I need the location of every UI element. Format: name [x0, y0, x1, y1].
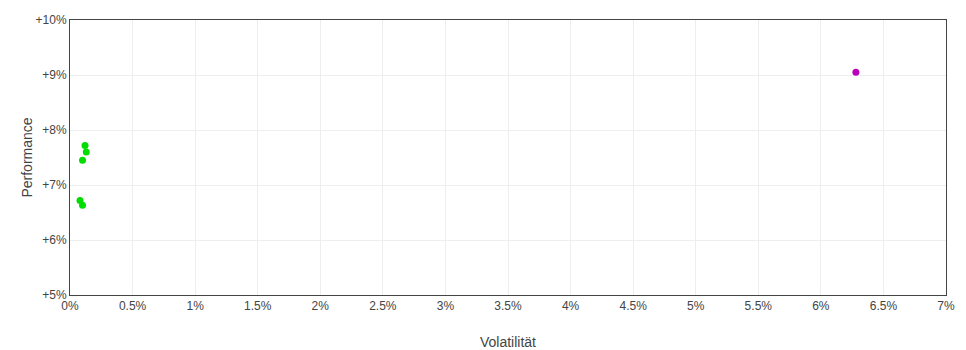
svg-text:+6%: +6% — [42, 233, 67, 247]
svg-text:0.5%: 0.5% — [119, 299, 147, 313]
svg-text:6.5%: 6.5% — [870, 299, 898, 313]
svg-text:5%: 5% — [687, 299, 705, 313]
svg-text:1%: 1% — [186, 299, 204, 313]
svg-text:+7%: +7% — [42, 178, 67, 192]
svg-text:2%: 2% — [312, 299, 330, 313]
svg-text:+10%: +10% — [36, 13, 67, 27]
svg-text:4%: 4% — [562, 299, 580, 313]
svg-text:Volatilität: Volatilität — [480, 334, 536, 350]
svg-text:0%: 0% — [61, 299, 79, 313]
svg-text:+5%: +5% — [42, 288, 67, 302]
svg-text:3%: 3% — [437, 299, 455, 313]
svg-text:5.5%: 5.5% — [745, 299, 773, 313]
svg-text:2.5%: 2.5% — [369, 299, 397, 313]
svg-text:3.5%: 3.5% — [494, 299, 522, 313]
svg-text:+8%: +8% — [42, 123, 67, 137]
svg-text:+9%: +9% — [42, 68, 67, 82]
svg-text:Performance: Performance — [19, 117, 35, 197]
svg-text:6%: 6% — [812, 299, 830, 313]
svg-text:4.5%: 4.5% — [619, 299, 647, 313]
svg-text:7%: 7% — [937, 299, 955, 313]
svg-text:1.5%: 1.5% — [244, 299, 272, 313]
